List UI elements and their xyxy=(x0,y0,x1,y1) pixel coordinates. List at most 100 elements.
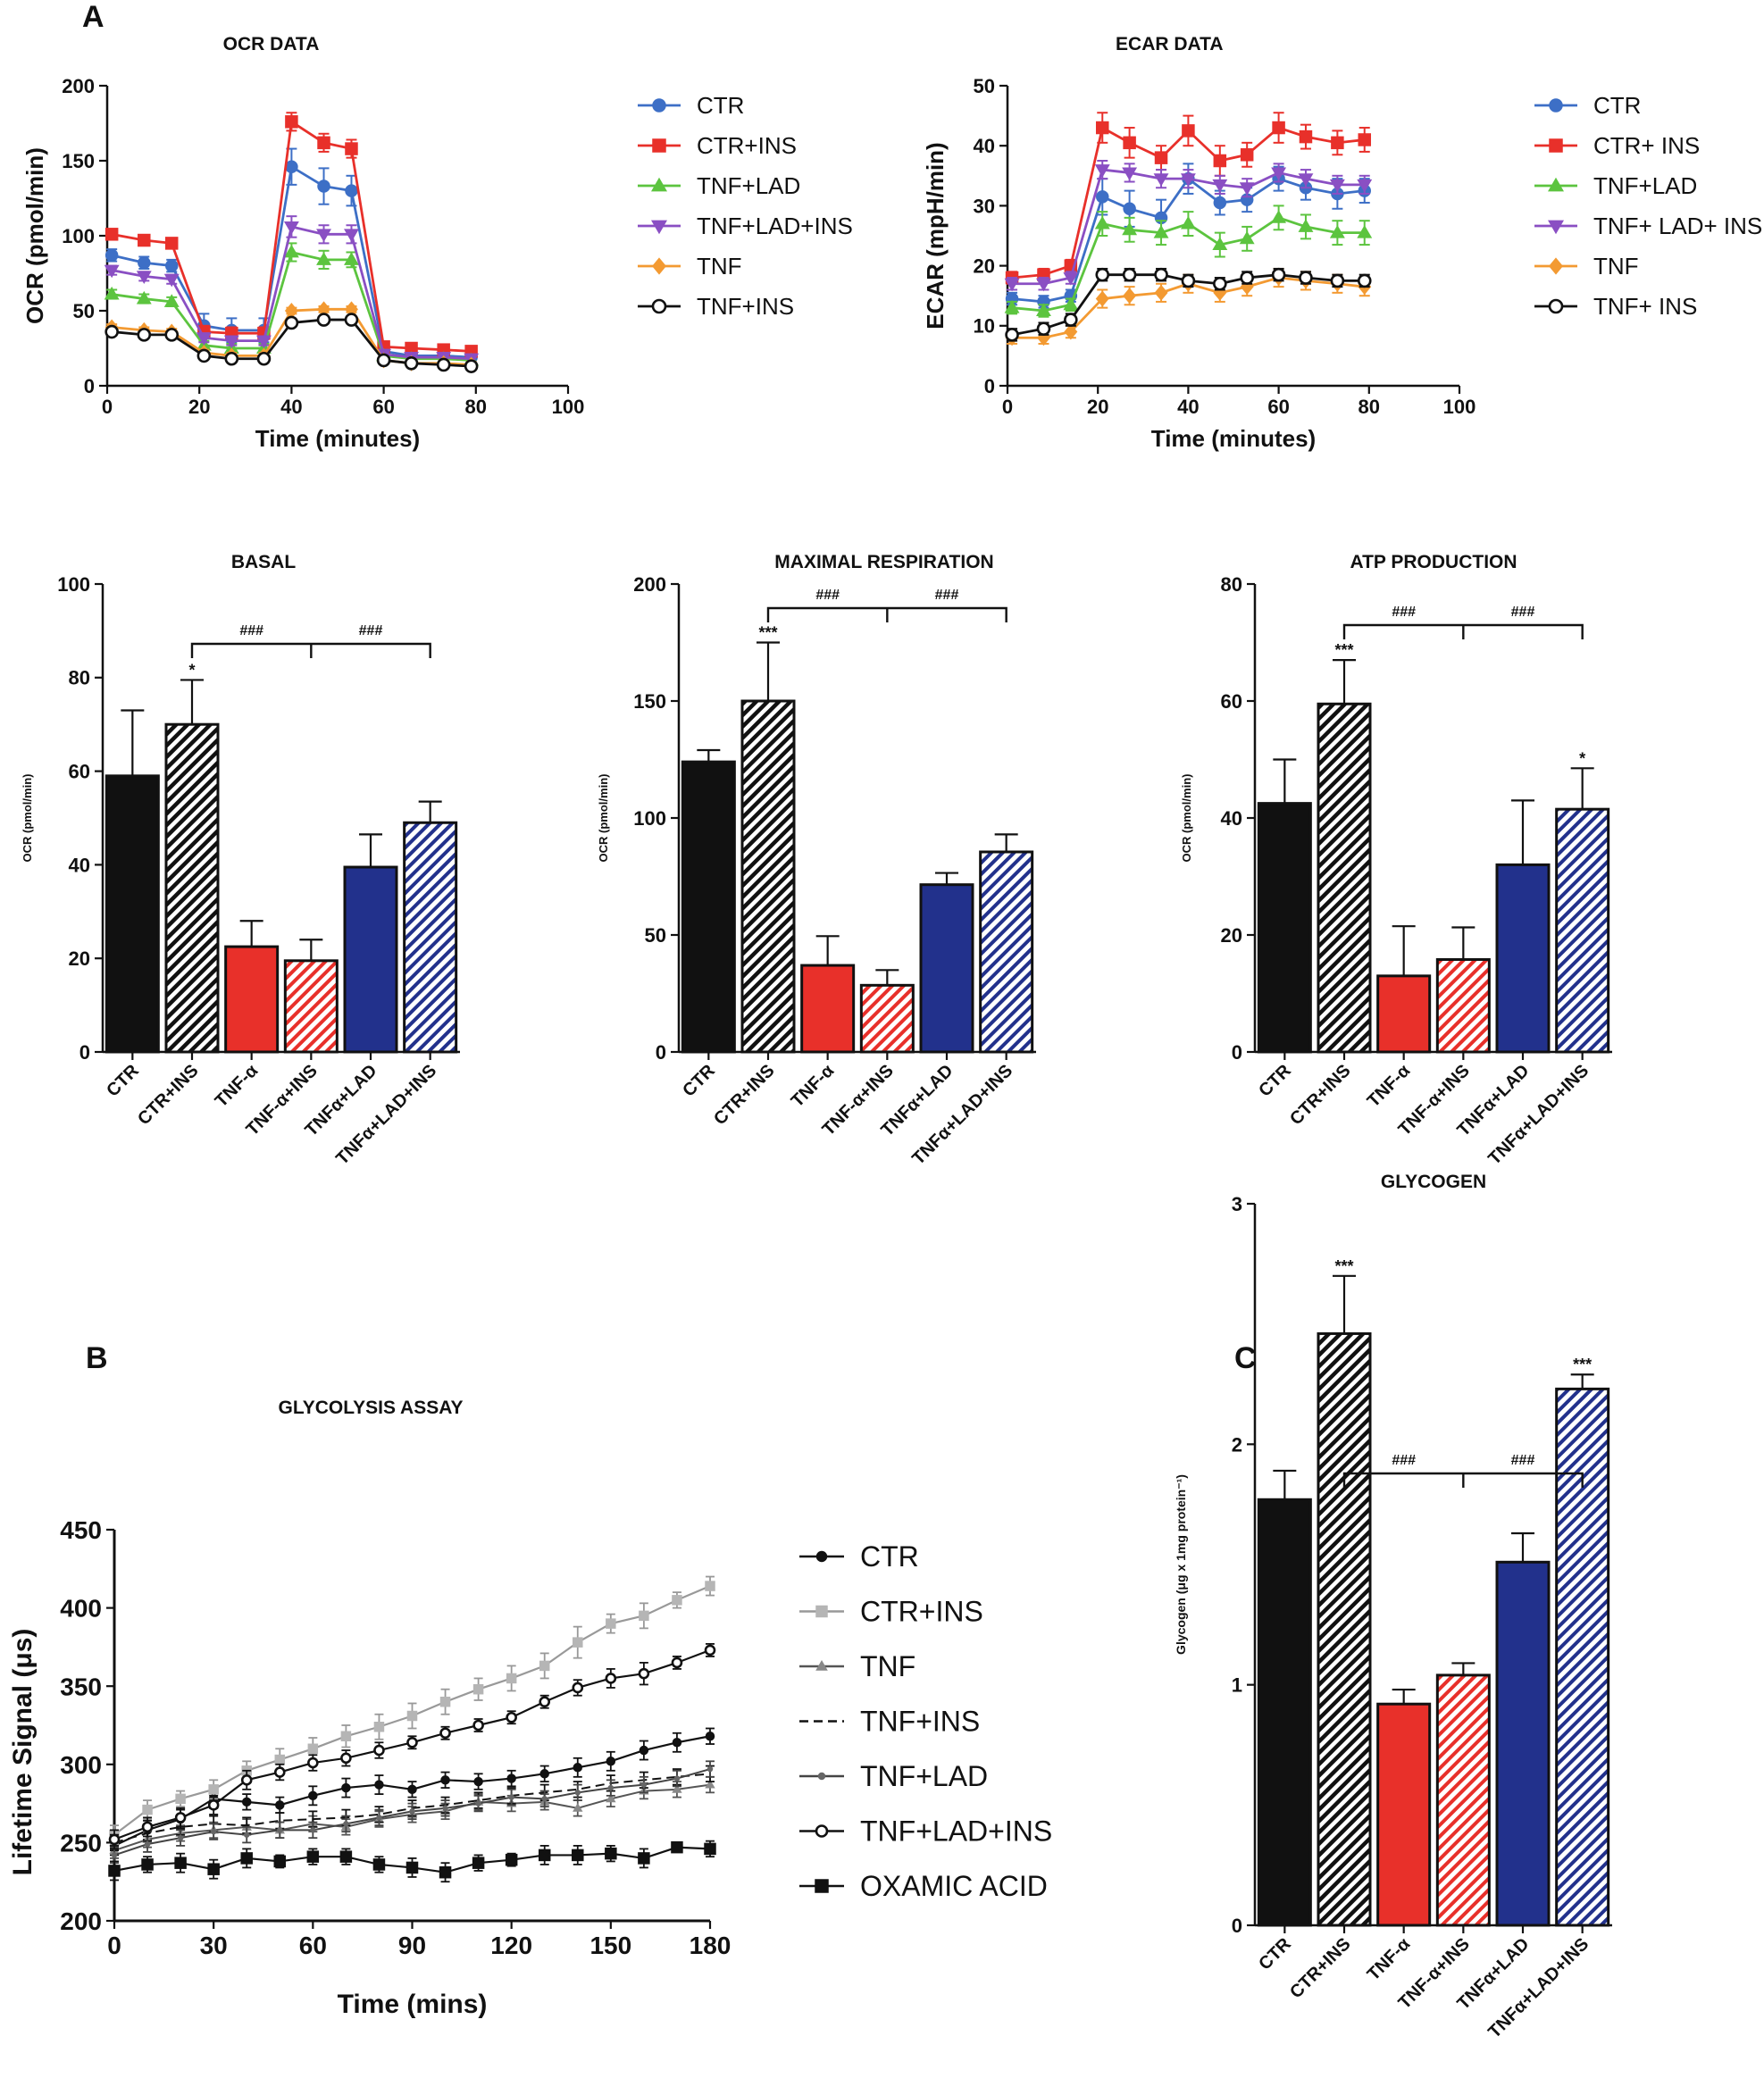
data-point xyxy=(1064,313,1078,327)
bracket-label: ### xyxy=(815,588,840,603)
legend-marker xyxy=(815,1605,828,1618)
x-tick-label: TNFα+LAD+INS xyxy=(1484,1934,1593,2042)
legend-label: TNF+INS xyxy=(697,293,794,320)
x-tick-label: CTR xyxy=(1255,1061,1295,1101)
data-point xyxy=(1180,173,1196,187)
data-point xyxy=(1123,202,1136,216)
data-point xyxy=(340,1731,352,1742)
y-tick-label: 100 xyxy=(57,573,90,596)
y-tick-label: 50 xyxy=(974,75,995,97)
data-point xyxy=(373,1722,385,1732)
significance-stars: * xyxy=(1579,749,1585,767)
y-tick-label: 80 xyxy=(69,667,90,689)
data-point xyxy=(243,1832,250,1838)
data-point xyxy=(138,233,151,247)
y-tick-label: 0 xyxy=(984,375,995,397)
data-point xyxy=(1123,136,1136,150)
data-point xyxy=(174,1857,187,1869)
data-point xyxy=(439,1696,451,1707)
significance-stars: *** xyxy=(1334,641,1353,659)
data-point xyxy=(1212,179,1228,193)
data-point xyxy=(539,1696,551,1708)
data-point xyxy=(605,1673,617,1684)
bar xyxy=(1317,702,1372,1054)
data-point xyxy=(340,1752,352,1765)
bar xyxy=(1435,958,1491,1054)
x-tick-label: 60 xyxy=(372,396,394,418)
x-tick-label: CTR xyxy=(103,1061,143,1101)
data-point xyxy=(316,229,331,242)
data-point xyxy=(255,335,272,349)
data-point xyxy=(136,271,152,285)
data-point xyxy=(1239,230,1255,245)
bar xyxy=(1257,1498,1312,1927)
data-point xyxy=(439,1865,452,1879)
data-point xyxy=(1298,173,1314,187)
data-point xyxy=(376,1815,382,1821)
legend-marker xyxy=(650,220,668,235)
series-tnf-lad-ins xyxy=(108,1642,716,1850)
data-point xyxy=(164,259,179,272)
x-tick-label: 120 xyxy=(490,1932,532,1959)
data-point xyxy=(1181,273,1196,288)
series-oxamic-acid xyxy=(108,1840,716,1883)
data-point xyxy=(442,1805,448,1812)
data-point xyxy=(1357,224,1373,238)
data-point xyxy=(1094,164,1110,178)
y-tick-label: 60 xyxy=(69,761,90,783)
data-point xyxy=(464,359,479,373)
data-point xyxy=(1213,196,1227,210)
data-point xyxy=(317,136,330,150)
legend-marker xyxy=(1548,298,1564,314)
legend-marker xyxy=(652,138,666,153)
series-tnf-lad-ins xyxy=(104,215,480,367)
data-point xyxy=(256,351,272,366)
x-tick-label: TNF-α xyxy=(1364,1060,1415,1111)
data-point xyxy=(406,1736,418,1748)
data-point xyxy=(406,1710,418,1722)
data-point xyxy=(1154,151,1168,164)
data-point xyxy=(341,1782,351,1793)
data-point xyxy=(704,1644,716,1657)
data-point xyxy=(505,1853,518,1866)
data-point xyxy=(240,1852,253,1865)
data-point xyxy=(372,1858,386,1871)
x-tick-label: CTR xyxy=(679,1061,719,1101)
legend-marker xyxy=(650,177,668,192)
data-point xyxy=(539,1660,550,1672)
ocr-chart: OCR DATA 0 50 100 150 200 0 20 40 60 80 100 Time (mi… xyxy=(21,34,853,452)
data-point xyxy=(142,1804,153,1815)
x-tick-label: 90 xyxy=(398,1932,426,1959)
data-point xyxy=(1271,267,1286,282)
data-point xyxy=(508,1794,514,1800)
chart-title: ATP PRODUCTION xyxy=(1350,552,1517,572)
bar xyxy=(343,865,398,1054)
data-point xyxy=(606,1757,616,1766)
data-point xyxy=(164,237,179,250)
bar xyxy=(919,883,974,1054)
ecar-chart: ECAR DATA 0 10 20 30 40 50 0 20 40 60 80 100 Time (mi… xyxy=(922,34,1762,452)
data-point xyxy=(163,294,180,307)
data-point xyxy=(1094,215,1110,229)
legend-marker xyxy=(815,1660,828,1671)
y-axis-label: OCR (pmol/min) xyxy=(21,774,34,863)
series-tnf-lad xyxy=(110,1760,715,1865)
data-point xyxy=(1357,273,1372,288)
x-tick-label: CTR+INS xyxy=(710,1061,778,1129)
chart-title: MAXIMAL RESPIRATION xyxy=(774,552,993,572)
data-point xyxy=(177,1834,184,1841)
data-point xyxy=(1122,267,1137,282)
data-point xyxy=(639,1610,649,1622)
legend-label: TNF xyxy=(1593,253,1639,280)
chart-title: OCR DATA xyxy=(223,34,320,54)
x-tick-label: CTR+INS xyxy=(134,1061,202,1129)
data-point xyxy=(310,1827,316,1833)
data-point xyxy=(196,348,212,363)
data-point xyxy=(344,252,359,265)
data-point xyxy=(317,179,330,193)
data-point xyxy=(1298,219,1314,232)
data-point xyxy=(472,1683,484,1695)
legend-marker xyxy=(815,1824,829,1838)
data-point xyxy=(436,357,451,372)
legend-label: TNF+LAD xyxy=(697,172,800,199)
